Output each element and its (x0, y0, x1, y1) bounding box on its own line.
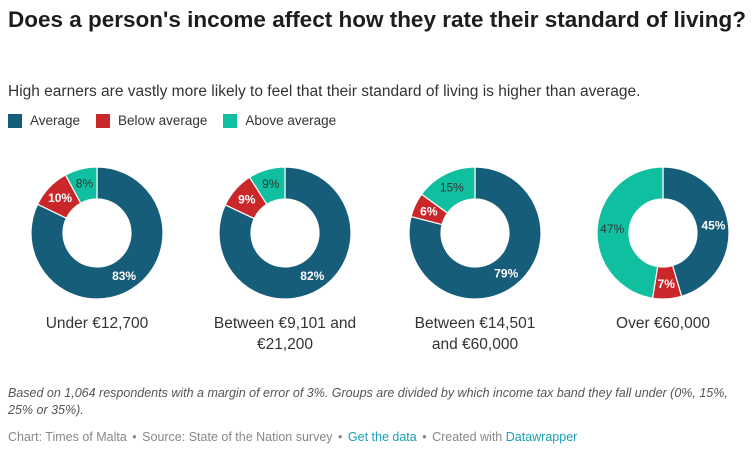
slice-value-label: 47% (600, 222, 624, 236)
chart-notes: Based on 1,064 respondents with a margin… (8, 386, 728, 417)
slice-value-label: 9% (238, 192, 256, 206)
donut-category-label: Between €14,501 (415, 315, 536, 332)
donut-category-label: and €60,000 (432, 336, 519, 353)
chart-title: Does a person's income affect how they r… (8, 7, 747, 32)
donut-chart: 82% 9% 9% Between €9,101 and €21,200 (214, 166, 356, 353)
donut-slice-average[interactable] (218, 166, 352, 300)
datawrapper-link[interactable]: Datawrapper (505, 430, 578, 444)
byline-created-with: Created with (432, 430, 503, 444)
donut-slice-above-average[interactable] (596, 166, 664, 299)
donut-slice-above-average[interactable] (64, 166, 98, 204)
legend-item-below-average: Below average (96, 113, 207, 128)
donut-charts: 83% 10% 8% Under €12,700 82% 9% 9% Between €9,1… (30, 166, 730, 353)
donut-chart: 79% 6%15% Between €14,501 and €60,000 (408, 166, 542, 353)
donut-chart: 83% 10% 8% Under €12,700 (30, 166, 164, 332)
legend-label-average: Average (30, 113, 81, 128)
byline-separator: • (422, 430, 427, 444)
byline-chart-credit: Chart: Times of Malta (8, 430, 127, 444)
slice-value-label: 8% (76, 177, 94, 191)
donut-chart: 45% 7% 47% Over €60,000 (596, 166, 730, 332)
legend-swatch-average (8, 113, 22, 128)
slice-value-label: 6% (420, 204, 438, 218)
donut-slice-above-average[interactable] (420, 166, 476, 214)
legend-swatch-below-average (96, 113, 111, 128)
legend-item-average: Average (8, 113, 80, 128)
slice-value-label: 7% (658, 277, 676, 291)
slice-value-label: 9% (262, 177, 280, 191)
byline: Chart: Times of Malta • Source: State of… (8, 430, 577, 444)
legend-swatch-above-average (223, 113, 238, 128)
legend-label-above-average: Above average (245, 113, 337, 128)
get-the-data-link[interactable]: Get the data (347, 430, 417, 444)
byline-separator: • (132, 430, 137, 444)
byline-source: Source: State of the Nation survey (142, 430, 333, 444)
chart-subtitle: High earners are vastly more likely to f… (8, 83, 641, 100)
slice-value-label: 83% (112, 269, 136, 283)
byline-separator: • (338, 430, 343, 444)
slice-value-label: 45% (701, 219, 725, 233)
donut-slice-average[interactable] (30, 166, 164, 300)
donut-slice-above-average[interactable] (248, 166, 286, 206)
donut-slice-average[interactable] (662, 166, 730, 298)
donut-category-label: Over €60,000 (616, 315, 710, 332)
legend-item-above-average: Above average (223, 113, 336, 128)
donut-category-label: €21,200 (257, 336, 313, 353)
slice-value-label: 79% (494, 266, 518, 280)
donut-category-label: Under €12,700 (46, 315, 149, 332)
donut-slice-average[interactable] (408, 166, 542, 300)
slice-value-label: 15% (440, 181, 464, 195)
slice-value-label: 10% (48, 191, 72, 205)
donut-category-label: Between €9,101 and (214, 315, 356, 332)
legend: Average Below average Above average (8, 113, 352, 128)
legend-label-below-average: Below average (118, 113, 208, 128)
slice-value-label: 82% (300, 269, 324, 283)
